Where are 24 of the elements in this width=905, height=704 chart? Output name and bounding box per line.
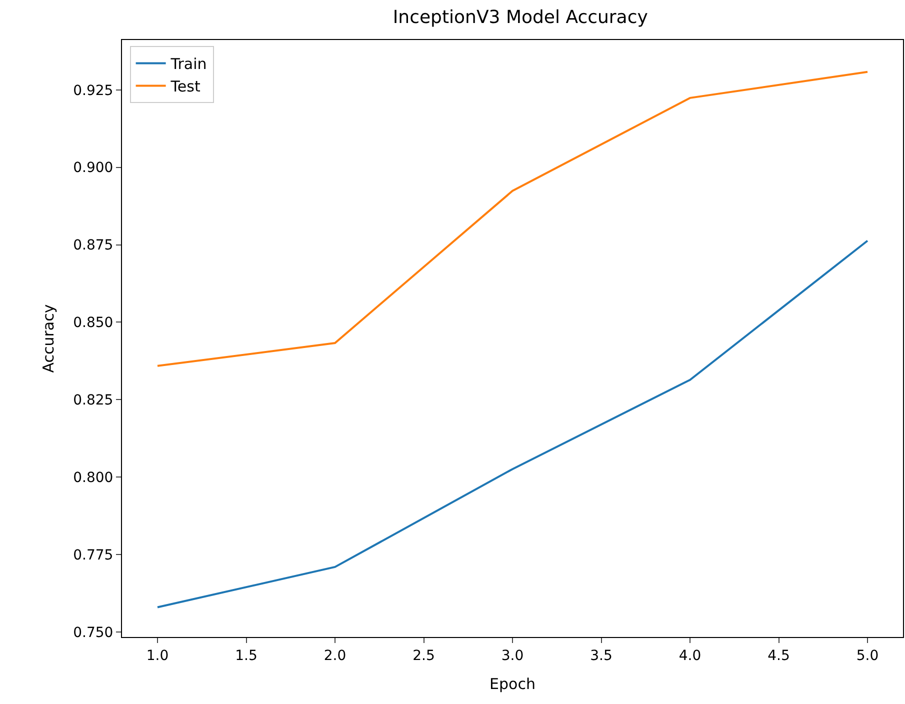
y-tick-label: 0.850: [73, 315, 114, 332]
y-tick-label: 0.875: [73, 238, 114, 254]
y-tick-label: 0.900: [73, 160, 114, 176]
x-axis-title: Epoch: [490, 674, 536, 693]
y-tick-label: 0.800: [73, 470, 114, 486]
x-tick-label: 3.5: [590, 648, 612, 664]
x-tick-label: 3.0: [501, 648, 524, 664]
x-tick-label: 4.5: [768, 648, 790, 664]
y-tick-label: 0.825: [73, 392, 114, 409]
x-tick-label: 4.0: [678, 648, 702, 664]
x-tick-label: 2.5: [412, 648, 435, 664]
y-axis-title: Accuracy: [39, 304, 58, 373]
y-tick-label: 0.750: [73, 624, 114, 641]
y-tick-label: 0.925: [73, 82, 114, 99]
x-tick-label: 2.0: [324, 648, 346, 664]
x-tick-label: 1.5: [235, 648, 258, 664]
chart-title: InceptionV3 Model Accuracy: [392, 7, 648, 28]
legend-label: Train: [170, 55, 207, 74]
line-series: [156, 70, 868, 367]
legend-label: Test: [170, 78, 200, 96]
y-tick-label: 0.775: [73, 547, 114, 564]
x-tick-label: 5.0: [856, 648, 879, 664]
line-series: [156, 240, 868, 608]
x-tick-label: 1.0: [146, 648, 169, 664]
